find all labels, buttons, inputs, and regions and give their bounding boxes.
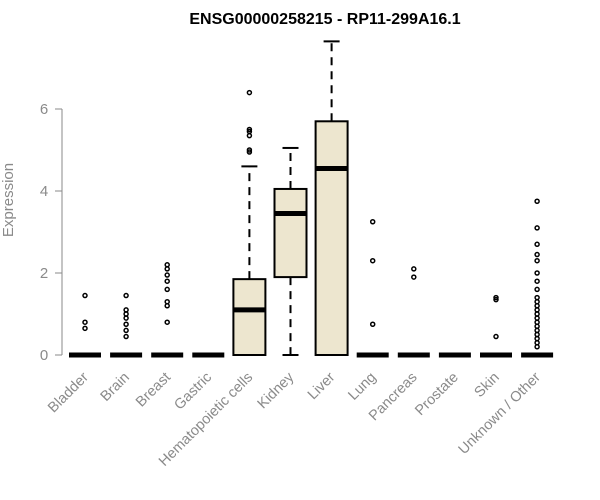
box-kidney: [273, 146, 308, 356]
outlier-point: [164, 262, 170, 268]
outlier-point: [369, 219, 376, 225]
outlier-point: [246, 89, 253, 96]
outlier-point: [164, 278, 170, 284]
outlier-point: [123, 327, 129, 334]
x-tick-label: Prostate: [412, 370, 461, 419]
outlier-point: [493, 333, 499, 340]
box-hematopoietic-cells: [232, 89, 267, 356]
outlier-point: [534, 198, 540, 204]
outlier-point: [534, 294, 540, 301]
outlier-point: [164, 272, 170, 278]
box-bladder: [69, 292, 101, 358]
outlier-point: [369, 257, 376, 264]
x-tick-label: Liver: [305, 369, 339, 403]
box-brain: [110, 292, 143, 358]
box-body: [232, 278, 267, 356]
outlier-point: [534, 286, 540, 293]
box-pancreas: [397, 266, 430, 358]
box-skin: [480, 294, 512, 358]
box-breast: [151, 262, 184, 358]
x-tick-label: Brain: [98, 370, 133, 405]
outlier-point: [534, 225, 540, 231]
outlier-point: [82, 319, 88, 325]
outlier-point: [123, 333, 129, 340]
outlier-point: [534, 241, 540, 248]
box-body: [273, 187, 308, 279]
y-axis: 0 2 4 6: [40, 101, 63, 364]
outlier-point: [246, 128, 253, 135]
outlier-point: [534, 251, 540, 258]
chart-title: ENSG00000258215 - RP11-299A16.1: [189, 11, 460, 28]
outlier-point: [164, 298, 170, 305]
box-unknown-other: [521, 198, 554, 358]
outlier-point: [493, 296, 499, 303]
box-liver: [314, 40, 349, 356]
x-tick-label: Kidney: [255, 369, 298, 412]
outlier-point: [82, 292, 88, 299]
outlier-point: [534, 270, 540, 276]
x-tick-label: Bladder: [45, 369, 92, 416]
box-body: [314, 120, 349, 356]
outlier-point: [164, 319, 170, 325]
y-axis-label: Expression: [0, 163, 17, 237]
x-tick-label: Lung: [345, 370, 379, 404]
box-lung: [356, 219, 389, 358]
y-tick-label: 2: [40, 265, 48, 282]
x-tick-label: Skin: [472, 370, 503, 401]
outlier-point: [123, 292, 129, 299]
plot-area: [69, 40, 554, 358]
outlier-point: [246, 149, 253, 155]
outlier-point: [246, 147, 253, 153]
outlier-point: [411, 266, 417, 272]
outlier-point: [369, 321, 376, 327]
y-tick-label: 4: [40, 183, 48, 200]
outlier-point: [164, 286, 170, 293]
x-tick-label: Breast: [133, 370, 174, 411]
y-tick-label: 6: [40, 101, 48, 118]
outlier-point: [123, 321, 129, 327]
outlier-point: [534, 257, 540, 264]
outlier-point: [534, 278, 540, 284]
outlier-point: [82, 325, 88, 332]
y-tick-label: 0: [40, 347, 48, 364]
outlier-point: [123, 307, 129, 313]
outlier-point: [493, 294, 499, 301]
outlier-point: [246, 126, 253, 133]
outlier-point: [411, 274, 417, 280]
